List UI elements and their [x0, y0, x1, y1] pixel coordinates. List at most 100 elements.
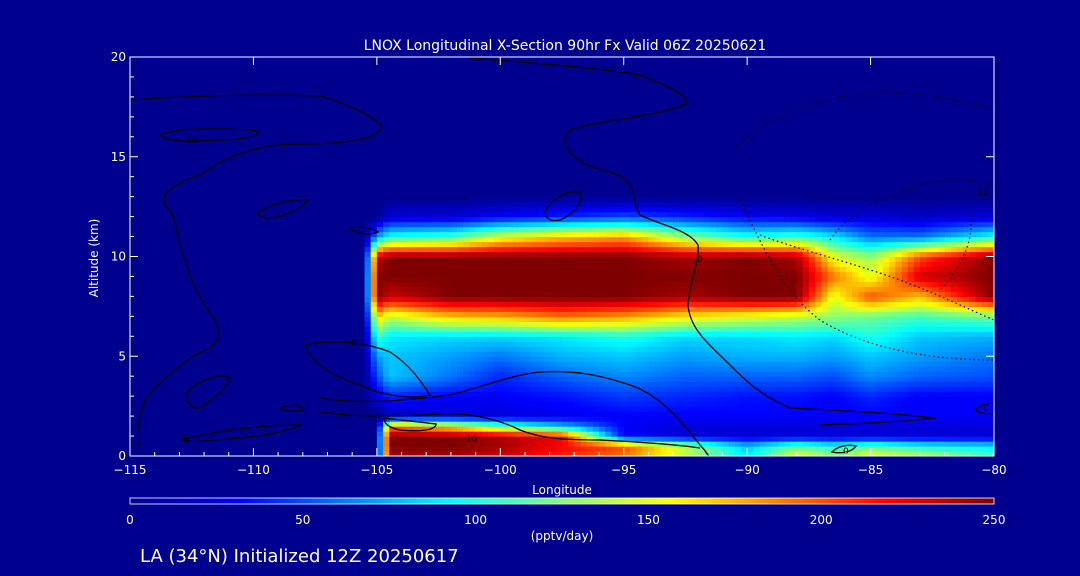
heatmap-cell: [605, 211, 612, 218]
heatmap-cell: [691, 401, 699, 407]
heatmap-cell: [728, 221, 736, 228]
heatmap-cell: [518, 276, 526, 283]
heatmap-cell: [512, 211, 520, 218]
heatmap-cell: [580, 306, 588, 312]
heatmap-cell: [907, 296, 915, 302]
heatmap-cell: [364, 226, 372, 233]
heatmap-cell: [895, 316, 903, 322]
heatmap-cell: [969, 226, 977, 233]
heatmap-cell: [956, 246, 964, 253]
heatmap-cell: [740, 236, 748, 243]
heatmap-cell: [802, 291, 810, 297]
heatmap-cell: [599, 451, 606, 456]
heatmap-cell: [987, 251, 994, 258]
heatmap-cell: [494, 221, 501, 228]
heatmap-cell: [734, 301, 742, 307]
heatmap-cell: [765, 226, 773, 233]
heatmap-cell: [642, 446, 649, 452]
heatmap-cell: [722, 331, 730, 337]
heatmap-cell: [512, 421, 520, 427]
heatmap-cell: [728, 326, 736, 332]
heatmap-cell: [494, 371, 501, 377]
heatmap-cell: [364, 371, 372, 377]
heatmap-cell: [963, 361, 970, 367]
heatmap-cell: [623, 451, 631, 456]
heatmap-cell: [364, 251, 372, 258]
heatmap-cell: [537, 426, 545, 432]
heatmap-cell: [858, 336, 865, 342]
heatmap-cell: [383, 301, 390, 307]
heatmap-cell: [426, 416, 433, 422]
heatmap-cell: [907, 426, 915, 432]
heatmap-cell: [500, 411, 508, 417]
heatmap-cell: [457, 296, 464, 302]
heatmap-cell: [697, 351, 705, 357]
heatmap-cell: [642, 261, 649, 268]
heatmap-cell: [518, 216, 526, 223]
heatmap-cell: [586, 386, 594, 392]
heatmap-cell: [562, 406, 569, 412]
heatmap-cell: [882, 396, 890, 402]
heatmap-cell: [926, 436, 933, 442]
heatmap-cell: [895, 261, 903, 268]
heatmap-cell: [703, 301, 711, 307]
heatmap-cell: [833, 271, 841, 278]
heatmap-cell: [574, 246, 582, 253]
heatmap-cell: [413, 361, 421, 367]
heatmap-cell: [710, 386, 717, 392]
heatmap-cell: [599, 391, 606, 397]
heatmap-cell: [506, 216, 514, 223]
heatmap-cell: [710, 226, 717, 233]
heatmap-cell: [562, 291, 569, 297]
heatmap-cell: [642, 296, 649, 302]
heatmap-cell: [697, 346, 705, 352]
heatmap-cell: [500, 441, 508, 447]
heatmap-cell: [537, 416, 545, 422]
heatmap-cell: [506, 231, 514, 238]
heatmap-cell: [784, 376, 791, 382]
heatmap-cell: [870, 416, 878, 422]
heatmap-cell: [784, 236, 791, 243]
heatmap-cell: [845, 341, 853, 347]
heatmap-cell: [691, 411, 699, 417]
heatmap-cell: [728, 366, 736, 372]
heatmap-cell: [722, 416, 730, 422]
heatmap-cell: [765, 286, 773, 293]
heatmap-cell: [827, 421, 835, 427]
heatmap-cell: [740, 386, 748, 392]
heatmap-cell: [500, 351, 508, 357]
heatmap-cell: [395, 236, 403, 243]
heatmap-cell: [747, 251, 754, 258]
heatmap-cell: [450, 291, 458, 297]
heatmap-cell: [469, 211, 477, 218]
heatmap-cell: [383, 396, 390, 402]
heatmap-cell: [636, 451, 643, 456]
heatmap-cell: [703, 366, 711, 372]
heatmap-cell: [919, 436, 927, 442]
heatmap-cell: [901, 381, 909, 387]
heatmap-cell: [543, 351, 551, 357]
heatmap-cell: [932, 281, 940, 288]
heatmap-cell: [876, 371, 884, 377]
heatmap-cell: [679, 426, 687, 432]
heatmap-cell: [802, 361, 810, 367]
heatmap-cell: [740, 326, 748, 332]
heatmap-cell: [506, 371, 514, 377]
heatmap-cell: [747, 406, 754, 412]
heatmap-cell: [420, 276, 427, 283]
heatmap-cell: [543, 346, 551, 352]
heatmap-cell: [981, 371, 989, 377]
heatmap-cell: [580, 401, 588, 407]
heatmap-cell: [858, 406, 865, 412]
heatmap-cell: [740, 436, 748, 442]
heatmap-cell: [784, 371, 791, 377]
heatmap-cell: [444, 306, 452, 312]
heatmap-cell: [969, 241, 977, 248]
heatmap-cell: [716, 361, 724, 367]
heatmap-cell: [463, 401, 471, 407]
heatmap-cell: [648, 366, 656, 372]
heatmap-cell: [808, 376, 816, 382]
heatmap-cell: [494, 296, 501, 302]
heatmap-cell: [839, 331, 847, 337]
heatmap-cell: [599, 371, 606, 377]
